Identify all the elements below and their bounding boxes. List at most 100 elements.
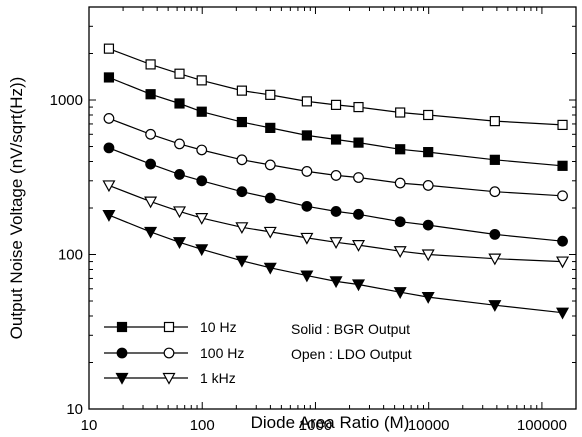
data-point <box>196 75 207 86</box>
data-point <box>174 98 185 109</box>
data-point <box>264 159 276 171</box>
data-point <box>395 107 406 118</box>
data-point <box>144 226 158 239</box>
data-point <box>330 99 342 110</box>
data-point <box>421 292 435 304</box>
data-point <box>174 68 185 79</box>
legend-marker-solid <box>116 321 128 333</box>
data-point <box>488 300 502 312</box>
data-point <box>265 122 276 133</box>
data-point <box>557 119 568 131</box>
data-point <box>174 169 185 180</box>
data-point <box>103 72 115 83</box>
annotation-open: Open : LDO Output <box>291 346 412 362</box>
data-point <box>422 219 434 231</box>
data-point <box>103 43 115 54</box>
legend-marker-open <box>163 321 175 333</box>
data-point <box>102 180 116 193</box>
data-point <box>195 244 209 257</box>
data-point <box>265 89 276 100</box>
y-tick-label: 100 <box>58 247 83 264</box>
data-point <box>353 208 364 220</box>
data-point <box>421 249 435 262</box>
data-point <box>393 246 407 258</box>
data-point <box>174 138 185 150</box>
data-point <box>263 262 277 275</box>
data-point <box>236 154 248 166</box>
data-point <box>236 85 247 96</box>
series-line <box>108 48 563 126</box>
data-point <box>556 307 570 320</box>
data-point <box>195 213 209 225</box>
plot-frame <box>88 6 577 410</box>
y-tick-label: 1000 <box>50 92 83 109</box>
data-point <box>394 177 406 189</box>
data-point <box>236 186 248 198</box>
data-point <box>172 206 187 219</box>
data-point <box>353 101 364 113</box>
data-point <box>489 228 501 240</box>
y-tick-label: 10 <box>66 401 83 418</box>
data-point <box>235 255 249 268</box>
data-point <box>300 270 314 283</box>
data-point <box>556 256 570 269</box>
y-axis-title: Output Noise Voltage (nV/sqrt(Hz)) <box>7 77 26 340</box>
data-point <box>145 128 157 140</box>
data-point <box>353 172 364 183</box>
data-point <box>489 186 501 198</box>
data-point <box>423 109 434 121</box>
data-point <box>330 170 342 181</box>
data-point <box>557 235 568 247</box>
data-point <box>196 106 207 117</box>
data-point <box>145 158 157 170</box>
data-point <box>301 130 312 141</box>
data-point <box>300 232 314 245</box>
data-point <box>196 175 208 187</box>
legend-marker-open <box>163 347 175 359</box>
data-point <box>329 237 343 250</box>
legend-marker-open <box>162 372 176 385</box>
data-point <box>301 200 313 212</box>
x-tick-label: 100 <box>190 417 215 434</box>
x-tick-label: 10 <box>81 417 98 434</box>
data-point <box>145 89 156 100</box>
data-point <box>488 253 502 266</box>
data-point <box>489 116 500 127</box>
data-point <box>329 276 343 289</box>
data-point <box>395 144 406 155</box>
data-point <box>557 160 568 171</box>
data-point <box>102 209 116 222</box>
x-tick-label: 10000 <box>408 417 450 434</box>
data-point <box>353 137 364 148</box>
data-point <box>236 116 247 128</box>
data-point <box>351 240 366 252</box>
x-tick-label: 1000 <box>299 417 332 434</box>
data-point <box>330 134 342 145</box>
data-point <box>330 206 342 217</box>
data-point <box>172 237 187 250</box>
data-point <box>103 113 115 124</box>
x-tick-label: 100000 <box>517 417 567 434</box>
data-point <box>235 222 249 235</box>
legend-label: 100 Hz <box>200 345 244 361</box>
data-point <box>351 279 366 292</box>
data-point <box>196 144 208 156</box>
series-layer <box>102 43 570 320</box>
data-point <box>394 216 406 228</box>
data-point <box>301 166 313 177</box>
data-point <box>557 190 568 202</box>
data-point <box>489 154 500 165</box>
annotation-solid: Solid : BGR Output <box>291 321 410 337</box>
data-point <box>263 226 277 239</box>
data-point <box>144 196 158 209</box>
legend: 10 Hz 100 Hz 1 kHz <box>104 319 244 386</box>
data-point <box>264 192 276 204</box>
data-point <box>423 147 434 158</box>
data-point <box>422 180 434 191</box>
data-point <box>393 287 407 299</box>
data-point <box>301 96 312 107</box>
legend-label: 10 Hz <box>200 319 237 335</box>
x-axis-title: Diode Area Ratio (M) <box>251 413 410 432</box>
data-point <box>103 142 115 154</box>
